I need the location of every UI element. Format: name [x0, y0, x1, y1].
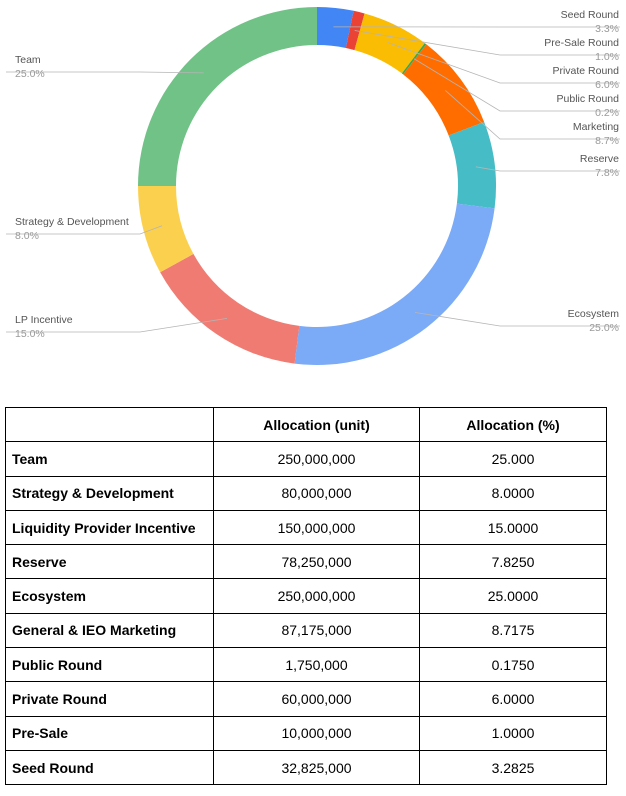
row-percent-cell: 8.7175 — [419, 612, 607, 649]
donut-chart-svg: Seed Round 3.3% Pre-Sale Round 1.0% Private … — [6, 7, 620, 366]
donut-slice — [138, 7, 317, 186]
leader-line — [387, 42, 620, 84]
header-unit-column: Allocation (unit) — [213, 406, 420, 443]
leader-line — [354, 30, 620, 56]
slice-label: Strategy & Development — [15, 216, 129, 228]
slice-label: Marketing — [573, 121, 619, 133]
leader-line — [445, 90, 620, 140]
donut-chart: Seed Round 3.3% Pre-Sale Round 1.0% Private … — [0, 0, 626, 378]
row-name-cell: General & IEO Marketing — [5, 612, 214, 649]
row-unit-cell: 78,250,000 — [213, 544, 420, 580]
donut-slice — [294, 203, 495, 366]
row-unit-cell: 10,000,000 — [213, 715, 420, 751]
slice-label: Private Round — [552, 65, 619, 77]
row-percent-cell: 25.000 — [419, 441, 607, 477]
table-row: Strategy & Development 80,000,000 8.0000 — [5, 475, 607, 511]
slice-label: Seed Round — [561, 9, 620, 21]
leader-line — [415, 312, 620, 327]
slice-percent-label: 0.2% — [595, 107, 619, 119]
slice-label: Public Round — [557, 93, 620, 105]
leader-line — [6, 71, 204, 74]
table-row: Liquidity Provider Incentive 150,000,000 1… — [5, 509, 607, 546]
slice-percent-label: 25.0% — [589, 322, 619, 334]
row-name-cell: Liquidity Provider Incentive — [5, 509, 214, 546]
leader-line — [6, 225, 163, 235]
donut-slice — [317, 7, 354, 48]
table-row: Team 250,000,000 25.000 — [5, 441, 607, 477]
slice-percent-label: 25.0% — [15, 68, 45, 80]
header-name-column — [5, 406, 214, 443]
donut-slice — [448, 121, 496, 209]
slice-label: Pre-Sale Round — [544, 37, 619, 49]
row-percent-cell: 7.8250 — [419, 544, 607, 580]
table-row: Private Round 60,000,000 6.0000 — [5, 681, 607, 717]
row-unit-cell: 150,000,000 — [213, 509, 420, 546]
leader-line — [6, 317, 228, 333]
slice-percent-label: 8.7% — [595, 135, 619, 147]
slice-percent-label: 15.0% — [15, 328, 45, 340]
row-name-cell: Strategy & Development — [5, 475, 214, 511]
row-unit-cell: 32,825,000 — [213, 749, 420, 786]
table-row: Seed Round 32,825,000 3.2825 — [5, 749, 607, 786]
row-percent-cell: 25.0000 — [419, 578, 607, 614]
table-row: Pre-Sale 10,000,000 1.0000 — [5, 715, 607, 751]
row-name-cell: Team — [5, 441, 214, 477]
row-percent-cell: 0.1750 — [419, 647, 607, 683]
donut-slice — [403, 44, 485, 136]
slice-label: LP Incentive — [15, 314, 73, 326]
row-percent-cell: 3.2825 — [419, 749, 607, 786]
slice-label: Reserve — [580, 153, 619, 165]
row-percent-cell: 15.0000 — [419, 509, 607, 546]
slice-percent-label: 8.0% — [15, 230, 39, 242]
row-unit-cell: 250,000,000 — [213, 578, 420, 614]
table-row: Public Round 1,750,000 0.1750 — [5, 647, 607, 683]
donut-slice — [160, 253, 300, 364]
row-name-cell: Private Round — [5, 681, 214, 717]
row-unit-cell: 80,000,000 — [213, 475, 420, 511]
row-unit-cell: 1,750,000 — [213, 647, 420, 683]
row-name-cell: Public Round — [5, 647, 214, 683]
slice-percent-label: 3.3% — [595, 23, 619, 35]
header-percent-column: Allocation (%) — [419, 406, 607, 443]
table-row: Ecosystem 250,000,000 25.0000 — [5, 578, 607, 614]
row-unit-cell: 87,175,000 — [213, 612, 420, 649]
row-percent-cell: 8.0000 — [419, 475, 607, 511]
row-percent-cell: 6.0000 — [419, 681, 607, 717]
row-unit-cell: 250,000,000 — [213, 441, 420, 477]
slice-percent-label: 1.0% — [595, 51, 619, 63]
allocation-table: Allocation (unit) Allocation (%) Team 250… — [5, 406, 607, 786]
table-header-row: Allocation (unit) Allocation (%) — [5, 406, 607, 443]
row-name-cell: Ecosystem — [5, 578, 214, 614]
row-unit-cell: 60,000,000 — [213, 681, 420, 717]
row-name-cell: Seed Round — [5, 749, 214, 786]
table-row: General & IEO Marketing 87,175,000 8.7175 — [5, 612, 607, 649]
leader-line — [475, 166, 620, 172]
slice-label: Ecosystem — [568, 308, 620, 320]
row-percent-cell: 1.0000 — [419, 715, 607, 751]
table-row: Reserve 78,250,000 7.8250 — [5, 544, 607, 580]
slice-percent-label: 7.8% — [595, 167, 619, 179]
row-name-cell: Reserve — [5, 544, 214, 580]
donut-slice — [138, 186, 194, 273]
row-name-cell: Pre-Sale — [5, 715, 214, 751]
slice-percent-label: 6.0% — [595, 79, 619, 91]
leader-line — [413, 58, 620, 112]
slice-label: Team — [15, 54, 41, 66]
